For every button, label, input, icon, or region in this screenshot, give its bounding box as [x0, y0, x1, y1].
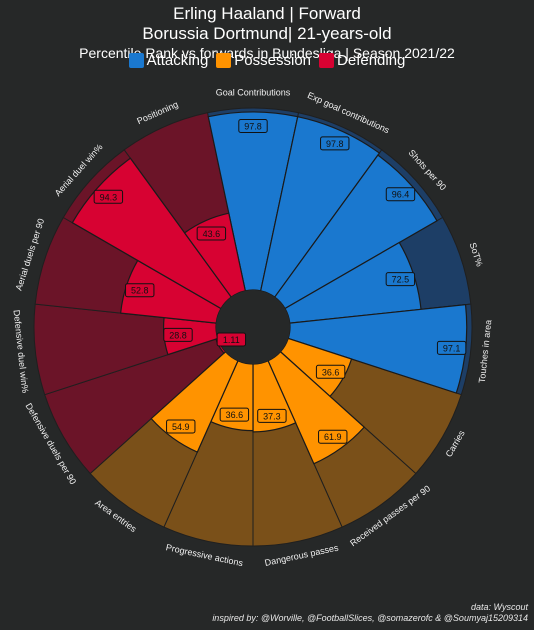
category-label-defensive-duel-win: Defensive duel win% — [12, 309, 31, 393]
value-box-positioning — [196, 226, 227, 241]
category-label-progressive-actions: Progressive actions — [165, 542, 244, 568]
value-box-goal-contributions — [238, 119, 268, 134]
value-label-exp-goal-contributions: 97.8 — [326, 139, 344, 149]
value-label-positioning: 43.6 — [203, 229, 221, 239]
legend-item-possession: Possession — [216, 52, 311, 69]
chart-title-line2: Borussia Dortmund| 21-years-old — [142, 24, 392, 43]
chart-subtitle: Percentile Rank vs forwards in Bundeslig… — [79, 45, 455, 61]
value-label-aerial-duels-per-90: 52.8 — [131, 286, 149, 296]
value-label-goal-contributions: 97.8 — [244, 122, 262, 132]
value-box-aerial-duels-per-90 — [125, 283, 155, 298]
legend-swatch-defending — [319, 53, 335, 68]
legend-label-defending: Defending — [337, 52, 406, 69]
legend-item-defending: Defending — [319, 52, 405, 69]
value-box-aerial-duel-win — [93, 189, 124, 204]
inspired-by-credit: inspired by: @Worville, @FootballSlices,… — [212, 613, 528, 623]
chart-legend: Attacking Possession Defending — [0, 52, 534, 69]
value-label-area-entries: 54.9 — [172, 422, 190, 432]
value-label-shots-per-90: 96.4 — [392, 190, 410, 200]
value-label-touches-in-area: 97.1 — [443, 343, 461, 353]
legend-swatch-possession — [216, 53, 232, 68]
value-box-touches-in-area — [436, 340, 467, 355]
value-label-carries: 36.6 — [322, 367, 340, 377]
value-label-sot: 72.5 — [392, 275, 410, 285]
value-box-area-entries — [166, 419, 196, 434]
value-label-received-passes-per-90: 61.9 — [324, 432, 342, 442]
value-box-defensive-duel-win — [163, 327, 193, 342]
category-label-dangerous-passes: Dangerous passes — [264, 542, 340, 567]
value-label-progressive-actions: 36.6 — [226, 410, 244, 420]
chart-header: Erling Haaland | Forward Borussia Dortmu… — [0, 4, 534, 61]
value-box-progressive-actions — [219, 407, 250, 422]
value-box-exp-goal-contributions — [320, 136, 350, 151]
value-box-sot — [385, 272, 416, 287]
value-label-defensive-duel-win: 28.8 — [169, 330, 187, 340]
legend-label-attacking: Attacking — [146, 52, 209, 69]
value-label-aerial-duel-win: 94.3 — [100, 192, 118, 202]
value-box-defensive-duels-per-90 — [216, 332, 247, 347]
category-label-goal-contributions: Goal Contributions — [216, 87, 291, 97]
legend-swatch-attacking — [128, 53, 144, 68]
value-label-dangerous-passes: 37.3 — [263, 411, 281, 421]
value-box-shots-per-90 — [385, 187, 416, 202]
legend-item-attacking: Attacking — [128, 52, 209, 69]
category-label-sot: SoT% — [468, 241, 485, 267]
category-label-positioning: Positioning — [135, 99, 179, 126]
value-box-dangerous-passes — [257, 408, 287, 423]
chart-title-line1: Erling Haaland | Forward — [173, 4, 361, 23]
category-label-touches-in-area: Touches in area — [477, 319, 494, 383]
category-label-carries: Carries — [444, 428, 467, 459]
value-label-defensive-duels-per-90: 1.11 — [223, 335, 240, 345]
legend-label-possession: Possession — [234, 52, 312, 69]
data-source-credit: data: Wyscout — [470, 602, 528, 612]
value-box-received-passes-per-90 — [318, 429, 348, 444]
radar-center-hole — [216, 290, 290, 364]
value-box-carries — [315, 364, 346, 379]
